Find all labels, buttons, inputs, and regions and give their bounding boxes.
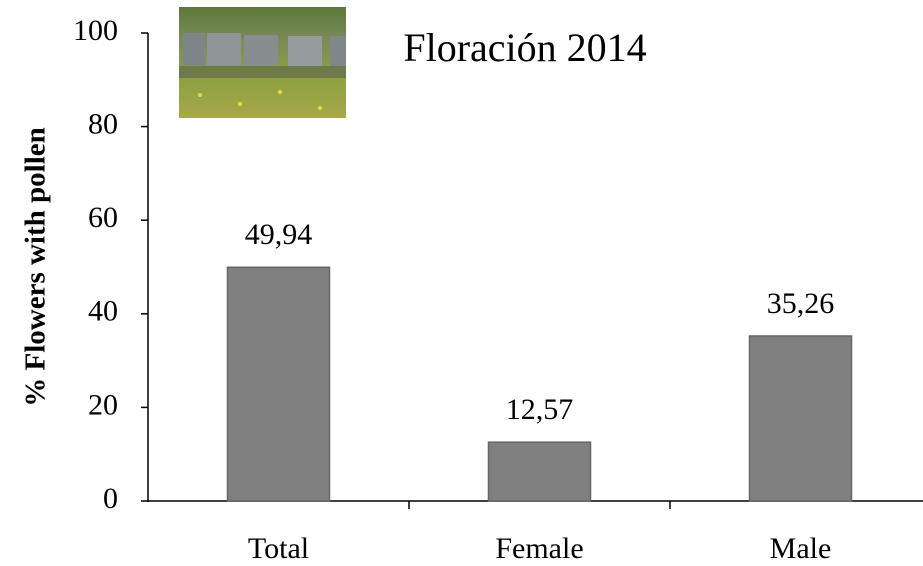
y-tick-label: 80 [88, 107, 118, 140]
y-tick-label: 40 [88, 295, 118, 328]
x-tick-label: Total [248, 532, 309, 565]
y-tick-label: 20 [88, 388, 118, 421]
x-tick-label: Male [770, 532, 832, 565]
bar [750, 336, 852, 501]
y-tick-label: 60 [88, 201, 118, 234]
photo [179, 7, 346, 118]
data-label: 49,94 [245, 218, 313, 251]
y-tick-label: 100 [73, 14, 118, 47]
y-tick-label: 0 [103, 482, 118, 515]
bar [228, 267, 330, 501]
data-label: 12,57 [506, 393, 574, 426]
bar [489, 442, 591, 501]
y-axis-label: % Flowers with pollen [20, 127, 52, 407]
data-label: 35,26 [767, 287, 835, 320]
chart: Floración 2014 % Flowers with pollen 0 20… [0, 0, 923, 566]
x-tick-label: Female [495, 532, 583, 565]
chart-title: Floración 2014 [403, 25, 646, 70]
